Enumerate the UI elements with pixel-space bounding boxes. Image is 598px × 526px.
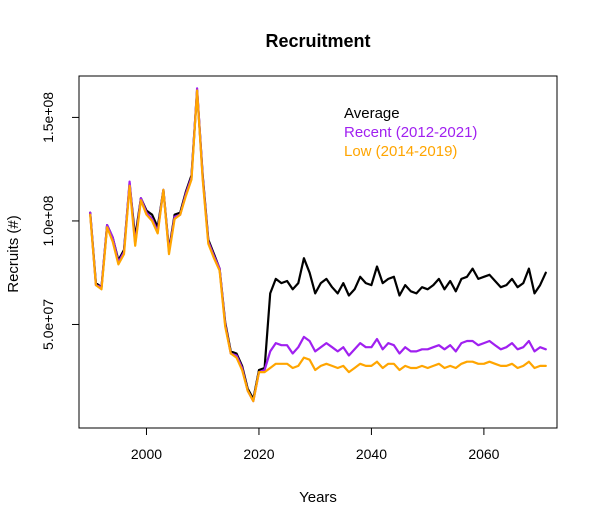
x-tick-label: 2040: [356, 446, 387, 462]
y-axis-label: Recruits (#): [5, 215, 22, 293]
legend: Average Recent (2012-2021) Low (2014-2019): [344, 105, 477, 160]
x-tick-label: 2000: [131, 446, 162, 462]
x-axis-label: Years: [299, 489, 337, 506]
series-line-average: [89, 89, 547, 401]
series-layer: [89, 87, 547, 403]
plot-frame: [78, 75, 558, 429]
x-axis: 2000 2020 2040 2060: [131, 428, 500, 462]
legend-entry: Recent (2012-2021): [344, 124, 477, 141]
y-tick-label: 1.0e+08: [40, 195, 56, 246]
series-line-low-2014-2019: [89, 89, 547, 403]
chart-title: Recruitment: [265, 31, 370, 51]
y-tick-label: 1.5e+08: [40, 92, 56, 143]
series-line-recent-2012-2021: [89, 87, 547, 403]
y-axis: 5.0e+07 1.0e+08 1.5e+08: [40, 92, 79, 350]
x-tick-label: 2020: [243, 446, 274, 462]
legend-entry: Average: [344, 105, 400, 122]
legend-entry: Low (2014-2019): [344, 143, 457, 160]
x-tick-label: 2060: [468, 446, 499, 462]
y-tick-label: 5.0e+07: [40, 299, 56, 350]
